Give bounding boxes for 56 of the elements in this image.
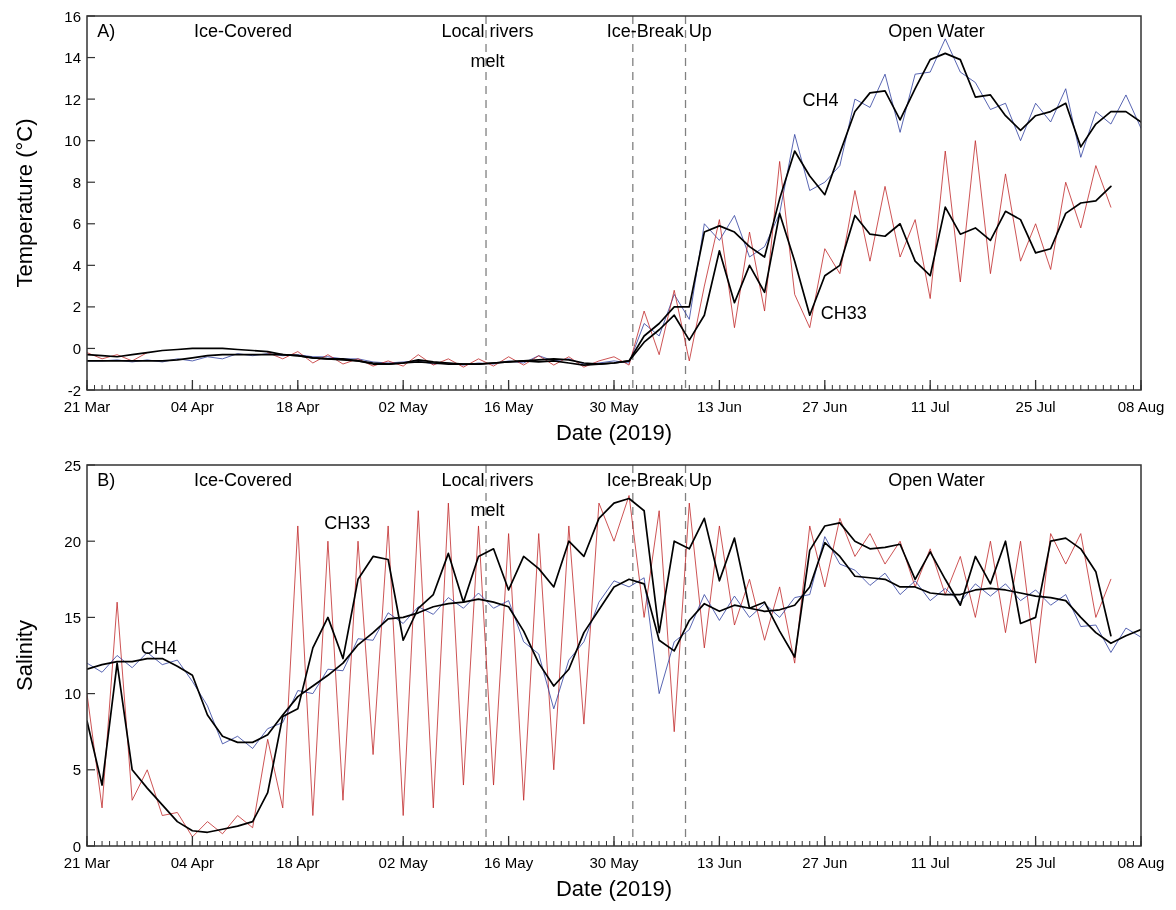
annotation: CH4 xyxy=(140,637,177,658)
y-tick-label: 8 xyxy=(72,173,81,191)
x-tick-label: 02 May xyxy=(378,854,429,871)
annotation: Open Water xyxy=(888,470,985,490)
y-tick-label: 15 xyxy=(64,608,81,626)
annotation: B) xyxy=(97,470,116,490)
annotation: Local rivers melt xyxy=(441,470,534,520)
x-tick-label: 25 Jul xyxy=(1015,854,1056,871)
y-tick-label: 0 xyxy=(72,837,81,855)
x-tick-label: 11 Jul xyxy=(910,398,950,415)
x-tick-label: 27 Jun xyxy=(802,398,848,415)
x-tick-label: 30 May xyxy=(589,854,640,871)
annotation: CH33 xyxy=(324,512,371,533)
y-tick-label: 2 xyxy=(72,298,81,316)
x-tick-label: 04 Apr xyxy=(170,854,215,871)
y-tick-label: 25 xyxy=(64,456,81,474)
annotation: Ice-Break Up xyxy=(606,21,712,41)
y-tick-label: 0 xyxy=(72,339,81,357)
y-axis-title: Salinity xyxy=(12,620,37,691)
y-tick-label: 10 xyxy=(64,685,81,703)
annotation: A) xyxy=(97,21,116,41)
y-tick-label: 6 xyxy=(72,215,81,233)
annotation: Local rivers melt xyxy=(441,21,534,71)
x-tick-label: 13 Jun xyxy=(696,398,742,415)
x-tick-label: 30 May xyxy=(589,398,640,415)
y-tick-label: 20 xyxy=(64,532,81,550)
x-tick-label: 08 Aug xyxy=(1117,398,1165,415)
x-tick-label: 27 Jun xyxy=(802,854,848,871)
annotation: Ice-Break Up xyxy=(606,470,712,490)
x-tick-label: 08 Aug xyxy=(1117,854,1165,871)
annotation: CH4 xyxy=(802,89,839,110)
x-tick-label: 13 Jun xyxy=(696,854,742,871)
x-tick-label: 21 Mar xyxy=(63,398,111,415)
x-tick-label: 18 Apr xyxy=(276,854,320,871)
x-axis-title: Date (2019) xyxy=(555,876,673,901)
y-tick-label: 5 xyxy=(72,761,81,779)
annotation: Ice-Covered xyxy=(193,21,293,41)
x-axis-title: Date (2019) xyxy=(555,420,673,445)
annotation: CH33 xyxy=(820,302,867,323)
y-tick-label: -2 xyxy=(67,381,81,399)
y-tick-label: 10 xyxy=(64,132,81,150)
x-tick-label: 25 Jul xyxy=(1015,398,1056,415)
x-tick-label: 04 Apr xyxy=(170,398,215,415)
x-tick-label: 11 Jul xyxy=(910,854,950,871)
y-tick-label: 4 xyxy=(72,256,81,274)
annotation: Open Water xyxy=(888,21,985,41)
annotation: Ice-Covered xyxy=(193,470,293,490)
x-tick-label: 02 May xyxy=(378,398,429,415)
y-tick-label: 14 xyxy=(64,49,81,67)
x-tick-label: 18 Apr xyxy=(276,398,320,415)
y-tick-label: 16 xyxy=(64,7,81,25)
y-axis-title: Temperature (°C) xyxy=(12,118,37,288)
x-tick-label: 16 May xyxy=(484,854,534,871)
y-tick-label: 12 xyxy=(64,90,81,108)
x-tick-label: 21 Mar xyxy=(63,854,111,871)
x-tick-label: 16 May xyxy=(484,398,534,415)
